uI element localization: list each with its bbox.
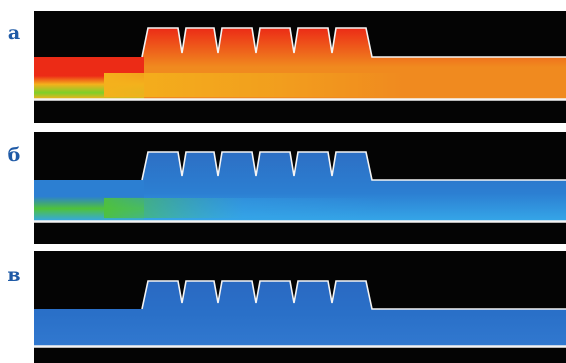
panel-a-gradient-zone: [104, 73, 404, 97]
panel-b-top-edge: [141, 151, 566, 181]
panel-b-gradient-zone: [104, 198, 384, 218]
panel-c-top-edge: [141, 280, 566, 310]
panel-a-thermal-map: [34, 11, 566, 123]
panel-a-top-edge: [141, 27, 566, 58]
panel-b-thermal-map: [34, 132, 566, 244]
panel-label-b: б: [7, 144, 21, 166]
panel-label-a: а: [7, 22, 21, 44]
panel-c-waveguide: [34, 281, 566, 346]
panel-label-c: в: [7, 264, 21, 286]
panel-c-thermal-map: [34, 251, 566, 363]
